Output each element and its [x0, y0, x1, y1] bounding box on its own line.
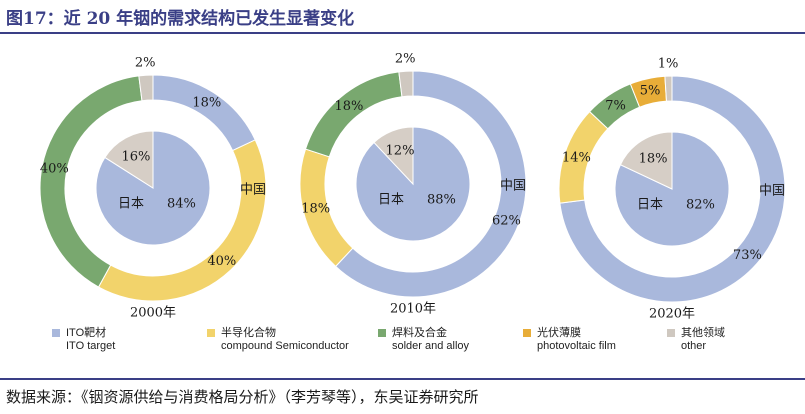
year-label: 2010年	[390, 302, 436, 317]
ring-label-ito: 73%	[733, 248, 762, 263]
region-label-japan: 日本	[118, 197, 144, 212]
legend-label-zh: 其他领域	[681, 327, 725, 339]
ring-label-ito: 62%	[492, 213, 521, 228]
legend-label-zh: ITO靶材	[66, 327, 107, 339]
inner-label-japan: 84%	[167, 197, 196, 212]
ring-slice-ito	[334, 70, 527, 298]
region-label-japan: 日本	[378, 193, 404, 208]
ring-label-other: 2%	[135, 56, 156, 71]
legend-swatch	[667, 329, 675, 337]
legend-text: 其他领域 other	[681, 327, 725, 353]
legend-text: 半导化合物 compound Semiconductor	[221, 327, 349, 353]
ring-label-semiconductor: 18%	[301, 201, 330, 216]
inner-slice-china	[373, 126, 414, 186]
ring-label-other: 2%	[395, 52, 416, 67]
legend-label-en: compound Semiconductor	[221, 340, 349, 352]
ring-label-solder: 40%	[40, 162, 69, 177]
region-label-china: 中国	[500, 179, 526, 194]
data-source: 数据来源：《铟资源供给与消费格局分析》（李芳琴等），东吴证券研究所	[6, 388, 479, 406]
legend-label-en: other	[681, 340, 707, 352]
region-label-japan: 日本	[637, 198, 663, 213]
legend-text: 光伏薄膜 photovoltaic film	[537, 327, 616, 353]
legend-label-en: photovoltaic film	[537, 340, 616, 352]
inner-label-china: 12%	[386, 144, 415, 159]
ring-slice-other	[138, 74, 154, 102]
inner-slice-japan	[614, 131, 730, 247]
legend-swatch	[207, 329, 215, 337]
ring-slice-other	[664, 75, 673, 102]
ring-label-other: 1%	[658, 57, 679, 72]
legend-label-zh: 半导化合物	[221, 327, 276, 339]
bottom-rule	[0, 378, 805, 380]
region-label-china: 中国	[240, 183, 266, 198]
legend-swatch	[523, 329, 531, 337]
inner-label-china: 16%	[122, 150, 151, 165]
figure-title: 图17：近 20 年铟的需求结构已发生显著变化	[6, 9, 355, 29]
legend-label-en: ITO target	[66, 340, 116, 352]
donut-chart-2: 18% 日本 82% 中国 73% 14% 7% 5% 1% 2020年	[558, 57, 786, 322]
legend-label-en: solder and alloy	[392, 340, 470, 352]
legend-swatch	[378, 329, 386, 337]
legend-label-zh: 光伏薄膜	[537, 327, 581, 339]
legend-text: 焊料及合金 solder and alloy	[392, 327, 469, 353]
legend-text: ITO靶材 ITO target	[66, 327, 115, 353]
legend-swatch	[52, 329, 60, 337]
ring-label-solder: 18%	[334, 99, 363, 114]
year-label: 2000年	[130, 306, 176, 321]
top-rule	[0, 32, 805, 34]
year-label: 2020年	[649, 307, 695, 322]
inner-label-japan: 88%	[427, 193, 456, 208]
inner-slice-china	[619, 131, 673, 190]
donut-chart-1: 12% 日本 88% 中国 62% 18% 18% 2% 2010年	[299, 52, 527, 317]
ring-label-semiconductor: 14%	[562, 150, 591, 165]
donut-chart-0: 16% 日本 84% 中国 18% 40% 40% 2% 2000年	[39, 56, 267, 321]
inner-label-china: 18%	[639, 152, 668, 167]
ring-label-ito: 18%	[192, 96, 221, 111]
legend-label-zh: 焊料及合金	[392, 327, 447, 339]
inner-label-japan: 82%	[686, 198, 715, 213]
ring-label-semiconductor: 40%	[207, 254, 236, 269]
region-label-china: 中国	[759, 184, 785, 199]
ring-label-photovoltaic: 5%	[640, 83, 661, 98]
inner-slice-china	[104, 130, 154, 189]
ring-label-solder: 7%	[605, 98, 626, 113]
inner-slice-japan	[95, 130, 211, 246]
ring-slice-ito	[559, 75, 786, 303]
ring-slice-other	[398, 70, 414, 98]
